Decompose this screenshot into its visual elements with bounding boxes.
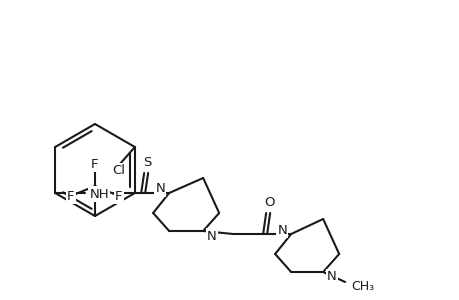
- Text: N: N: [277, 224, 286, 236]
- Text: F: F: [115, 190, 123, 202]
- Text: O: O: [263, 196, 274, 209]
- Text: N: N: [155, 182, 165, 196]
- Text: Cl: Cl: [112, 164, 125, 178]
- Text: N: N: [326, 271, 336, 284]
- Text: CH₃: CH₃: [350, 280, 374, 292]
- Text: F: F: [91, 158, 99, 170]
- Text: F: F: [67, 190, 74, 202]
- Text: NH: NH: [89, 188, 109, 200]
- Text: N: N: [207, 230, 217, 242]
- Text: S: S: [143, 155, 151, 169]
